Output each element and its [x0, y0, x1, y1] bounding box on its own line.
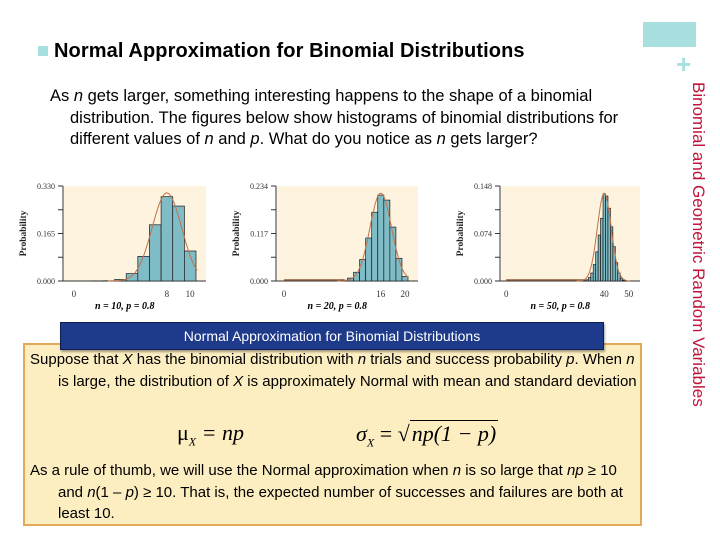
side-chapter-label: Binomial and Geometric Random Variables — [689, 82, 708, 407]
svg-text:10: 10 — [186, 289, 196, 299]
text-run: is large, the distribution of — [58, 372, 234, 390]
svg-text:0.234: 0.234 — [250, 182, 268, 191]
math-variable: p — [250, 130, 260, 148]
svg-text:Probability: Probability — [19, 210, 29, 256]
svg-text:0.000: 0.000 — [474, 277, 492, 286]
histogram-n50: 0.148 0.074 0.000 Probability 0 40 50 n = 50, p… — [430, 178, 660, 318]
mu-symbol: μ — [177, 420, 189, 445]
sd-formula: σX = √np(1 − p) — [356, 420, 499, 450]
histogram-svg: 0.234 0.117 0.000 Probability 0 16 20 — [232, 182, 418, 299]
sd-subscript: X — [366, 435, 375, 450]
intro-paragraph: As n gets larger, something interesting … — [50, 86, 650, 151]
svg-text:Probability: Probability — [456, 210, 466, 256]
sigma-symbol: σ — [356, 421, 367, 446]
svg-text:0.165: 0.165 — [37, 230, 55, 239]
math-variable: np — [566, 462, 584, 479]
text-run: ) ≥ 10. That is, the expected number of … — [58, 483, 623, 523]
text-run: . What do you notice as — [259, 130, 437, 148]
definition-text: Suppose that X has the binomial distribu… — [30, 349, 640, 392]
svg-text:8: 8 — [165, 289, 170, 299]
text-run: has the binomial distribution with — [132, 351, 358, 368]
histogram-n10: 0.330 0.165 0.000 Probability 0 8 10 n = 10, p … — [0, 178, 230, 318]
math-variable: n — [73, 87, 84, 105]
svg-text:0.148: 0.148 — [474, 182, 492, 191]
text-run: trials and success probability — [366, 351, 567, 368]
rule-of-thumb-text: As a rule of thumb, we will use the Norm… — [30, 460, 640, 525]
text-run: As a rule of thumb, we will use the Norm… — [30, 462, 453, 479]
math-variable: n — [626, 351, 635, 368]
histogram-svg: 0.330 0.165 0.000 Probability 0 8 10 — [19, 182, 206, 299]
svg-text:Probability: Probability — [232, 210, 242, 256]
definition-box-header: Normal Approximation for Binomial Distri… — [60, 322, 604, 350]
svg-text:0: 0 — [504, 289, 509, 299]
svg-text:16: 16 — [376, 289, 386, 299]
svg-text:20: 20 — [400, 289, 410, 299]
math-variable: p — [125, 483, 134, 501]
square-root: √np(1 − p) — [398, 420, 499, 447]
math-variable: p — [566, 351, 575, 368]
histogram-caption: n = 50, p = 0.8 — [530, 301, 590, 312]
text-run: As — [50, 87, 74, 105]
definition-paragraph: Suppose that X has the binomial distribu… — [30, 349, 640, 392]
plus-icon: + — [676, 49, 692, 79]
definition-box — [23, 343, 642, 526]
mean-rhs: = np — [196, 420, 244, 445]
svg-text:0.330: 0.330 — [37, 182, 55, 191]
text-run: ≥ 10 and — [58, 462, 617, 501]
svg-text:40: 40 — [600, 289, 610, 299]
math-variable: n — [436, 130, 446, 148]
sd-equals: = — [374, 421, 398, 446]
radicand: np(1 − p) — [409, 420, 499, 446]
math-variable: n — [87, 483, 96, 501]
radical-sign-icon: √ — [397, 421, 410, 446]
corner-accent-block — [643, 22, 696, 47]
svg-text:0: 0 — [72, 289, 77, 299]
mean-formula: μX = np — [177, 420, 244, 449]
svg-text:0.000: 0.000 — [37, 277, 55, 286]
slide-title-row: Normal Approximation for Binomial Distri… — [38, 36, 525, 66]
histogram-row: 0.330 0.165 0.000 Probability 0 8 10 n = 10, p … — [0, 178, 660, 318]
svg-text:50: 50 — [624, 289, 634, 299]
text-run: Suppose that — [30, 351, 123, 368]
svg-text:0.117: 0.117 — [250, 230, 268, 239]
svg-text:0.000: 0.000 — [250, 277, 268, 286]
intro-text: As n gets larger, something interesting … — [50, 86, 650, 151]
text-run: is approximately Normal with mean and st… — [243, 372, 637, 390]
math-variable: X — [122, 351, 133, 368]
text-run: gets larger, something interesting happe… — [70, 87, 619, 148]
text-run: gets larger? — [445, 130, 538, 148]
math-variable: X — [233, 372, 244, 390]
math-variable: n — [357, 351, 367, 368]
histogram-n20: 0.234 0.117 0.000 Probability 0 16 20 n = 20, p… — [225, 178, 435, 318]
text-run: . When — [574, 351, 627, 368]
svg-text:0.074: 0.074 — [474, 230, 492, 239]
math-variable: n — [452, 462, 462, 479]
rule-of-thumb-paragraph: As a rule of thumb, we will use the Norm… — [30, 460, 640, 525]
math-variable: n — [204, 130, 214, 148]
slide-title: Normal Approximation for Binomial Distri… — [54, 39, 525, 62]
mean-subscript: X — [188, 434, 197, 449]
histogram-caption: n = 20, p = 0.8 — [307, 301, 367, 312]
text-run: (1 – — [95, 483, 126, 501]
square-bullet-icon — [38, 46, 48, 56]
text-run: is so large that — [461, 462, 567, 479]
svg-text:0: 0 — [282, 289, 287, 299]
histogram-caption: n = 10, p = 0.8 — [95, 301, 155, 312]
histogram-svg: 0.148 0.074 0.000 Probability 0 40 50 — [456, 182, 640, 299]
text-run: and — [213, 130, 251, 148]
